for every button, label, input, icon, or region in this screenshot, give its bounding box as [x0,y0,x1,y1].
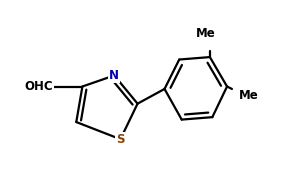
Text: Me: Me [239,89,259,102]
Text: OHC: OHC [24,80,53,93]
Text: S: S [116,133,125,146]
Text: Me: Me [196,27,216,40]
Text: N: N [109,69,119,82]
